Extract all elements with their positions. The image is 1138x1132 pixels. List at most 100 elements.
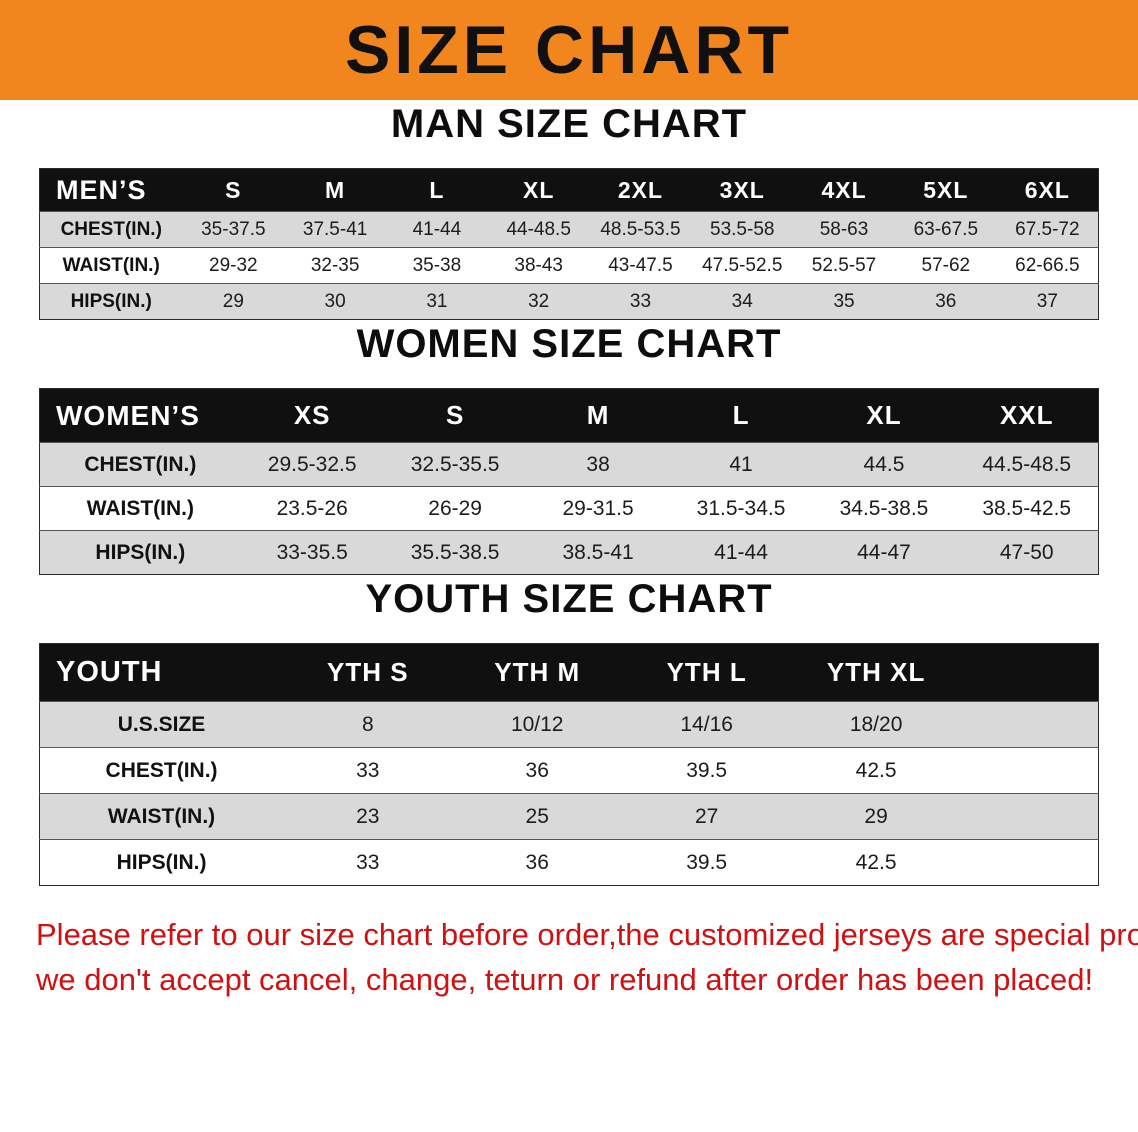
- women-size-cell: 38.5-41: [526, 530, 670, 575]
- women-header-row: WOMEN’S XS S M L XL XXL: [39, 388, 1099, 443]
- men-size-cell: 35-37.5: [182, 211, 285, 248]
- men-size-cell: 35: [793, 283, 895, 320]
- women-column-header: XS: [240, 388, 384, 443]
- youth-size-cell: 42.5: [791, 839, 961, 886]
- men-size-cell: 37: [996, 283, 1099, 320]
- women-table-row: HIPS(IN.) 33-35.5 35.5-38.5 38.5-41 41-44 44-…: [39, 530, 1099, 575]
- men-size-cell: 43-47.5: [589, 247, 692, 284]
- men-row-label: WAIST(IN.): [39, 247, 183, 284]
- youth-column-header: YTH M: [452, 643, 622, 702]
- youth-row-spacer: [960, 747, 1099, 794]
- men-table-row: CHEST(IN.) 35-37.5 37.5-41 41-44 44-48.5 48.5…: [39, 211, 1099, 248]
- youth-row-spacer: [960, 701, 1099, 748]
- youth-corner-label: YOUTH: [39, 643, 284, 702]
- youth-size-cell: 42.5: [791, 747, 961, 794]
- youth-column-header: YTH S: [283, 643, 453, 702]
- youth-size-cell: 29: [791, 793, 961, 840]
- women-size-cell: 31.5-34.5: [669, 486, 813, 531]
- men-table-row: WAIST(IN.) 29-32 32-35 35-38 38-43 43-47.5 47.…: [39, 247, 1099, 284]
- men-size-cell: 41-44: [386, 211, 488, 248]
- men-column-header: 6XL: [996, 168, 1099, 212]
- women-column-header: XL: [812, 388, 956, 443]
- youth-section-heading: YOUTH SIZE CHART: [365, 577, 773, 621]
- men-size-cell: 58-63: [793, 211, 895, 248]
- men-column-header: 2XL: [589, 168, 692, 212]
- women-size-cell: 44.5-48.5: [955, 442, 1099, 487]
- youth-table-row: U.S.SIZE 8 10/12 14/16 18/20: [39, 701, 1099, 748]
- youth-size-cell: 8: [283, 701, 453, 748]
- women-column-header: L: [669, 388, 813, 443]
- youth-size-cell: 39.5: [621, 839, 792, 886]
- men-size-cell: 36: [894, 283, 997, 320]
- youth-size-cell: 39.5: [621, 747, 792, 794]
- youth-row-spacer: [960, 793, 1099, 840]
- youth-size-cell: 36: [452, 747, 622, 794]
- youth-size-cell: 23: [283, 793, 453, 840]
- youth-size-cell: 14/16: [621, 701, 792, 748]
- men-size-cell: 33: [589, 283, 692, 320]
- men-row-label: HIPS(IN.): [39, 283, 183, 320]
- youth-row-label: WAIST(IN.): [39, 793, 284, 840]
- men-column-header: 5XL: [894, 168, 997, 212]
- youth-table-row: CHEST(IN.) 33 36 39.5 42.5: [39, 747, 1099, 794]
- men-size-cell: 34: [691, 283, 794, 320]
- youth-row-label: HIPS(IN.): [39, 839, 284, 886]
- youth-size-cell: 10/12: [452, 701, 622, 748]
- men-size-cell: 35-38: [386, 247, 488, 284]
- youth-size-cell: 33: [283, 747, 453, 794]
- men-size-cell: 48.5-53.5: [589, 211, 692, 248]
- men-size-cell: 44-48.5: [487, 211, 590, 248]
- youth-row-spacer: [960, 839, 1099, 886]
- men-column-header: 3XL: [691, 168, 794, 212]
- youth-header-row: YOUTH YTH S YTH M YTH L YTH XL: [39, 643, 1099, 702]
- youth-size-cell: 36: [452, 839, 622, 886]
- women-size-cell: 33-35.5: [240, 530, 384, 575]
- men-corner-label: MEN’S: [39, 168, 183, 212]
- men-header-row: MEN’S S M L XL 2XL 3XL 4XL 5XL 6XL: [39, 168, 1099, 212]
- women-size-cell: 29-31.5: [526, 486, 670, 531]
- men-column-header: XL: [487, 168, 590, 212]
- youth-size-cell: 27: [621, 793, 792, 840]
- men-size-cell: 53.5-58: [691, 211, 794, 248]
- youth-size-table: YOUTH YTH S YTH M YTH L YTH XL U.S.SIZE 8 10/1…: [39, 643, 1099, 886]
- women-section-heading: WOMEN SIZE CHART: [356, 322, 782, 366]
- youth-column-header: YTH XL: [791, 643, 961, 702]
- women-size-cell: 26-29: [383, 486, 527, 531]
- men-size-cell: 37.5-41: [284, 211, 387, 248]
- disclaimer-line-2: we don't accept cancel, change, teturn o…: [36, 962, 1094, 997]
- women-size-cell: 41: [669, 442, 813, 487]
- women-size-cell: 34.5-38.5: [812, 486, 956, 531]
- women-size-cell: 44.5: [812, 442, 956, 487]
- men-section-heading: MAN SIZE CHART: [390, 102, 748, 146]
- disclaimer: Please refer to our size chart before or…: [0, 912, 1138, 1002]
- women-size-cell: 38.5-42.5: [955, 486, 1099, 531]
- youth-row-label: CHEST(IN.): [39, 747, 284, 794]
- men-size-cell: 32-35: [284, 247, 387, 284]
- women-column-header: M: [526, 388, 670, 443]
- women-size-cell: 47-50: [955, 530, 1099, 575]
- banner-title: SIZE CHART: [345, 12, 793, 88]
- women-column-header: S: [383, 388, 527, 443]
- men-size-cell: 47.5-52.5: [691, 247, 794, 284]
- men-row-label: CHEST(IN.): [39, 211, 183, 248]
- men-size-cell: 57-62: [894, 247, 997, 284]
- women-corner-label: WOMEN’S: [39, 388, 241, 443]
- men-column-header: L: [386, 168, 488, 212]
- women-column-header: XXL: [955, 388, 1099, 443]
- men-size-cell: 52.5-57: [793, 247, 895, 284]
- men-size-cell: 38-43: [487, 247, 590, 284]
- men-column-header: S: [182, 168, 285, 212]
- men-size-cell: 32: [487, 283, 590, 320]
- men-size-cell: 63-67.5: [894, 211, 997, 248]
- women-size-cell: 35.5-38.5: [383, 530, 527, 575]
- youth-size-cell: 33: [283, 839, 453, 886]
- men-column-header: 4XL: [793, 168, 895, 212]
- women-size-cell: 23.5-26: [240, 486, 384, 531]
- men-table-row: HIPS(IN.) 29 30 31 32 33 34 35 36 37: [39, 283, 1099, 320]
- women-table-row: CHEST(IN.) 29.5-32.5 32.5-35.5 38 41 44.5 44.5…: [39, 442, 1099, 487]
- men-size-cell: 29: [182, 283, 285, 320]
- women-size-table: WOMEN’S XS S M L XL XXL CHEST(IN.) 29.5-32.5 32.…: [39, 388, 1099, 575]
- men-size-cell: 30: [284, 283, 387, 320]
- youth-row-label: U.S.SIZE: [39, 701, 284, 748]
- youth-header-spacer: [960, 643, 1099, 702]
